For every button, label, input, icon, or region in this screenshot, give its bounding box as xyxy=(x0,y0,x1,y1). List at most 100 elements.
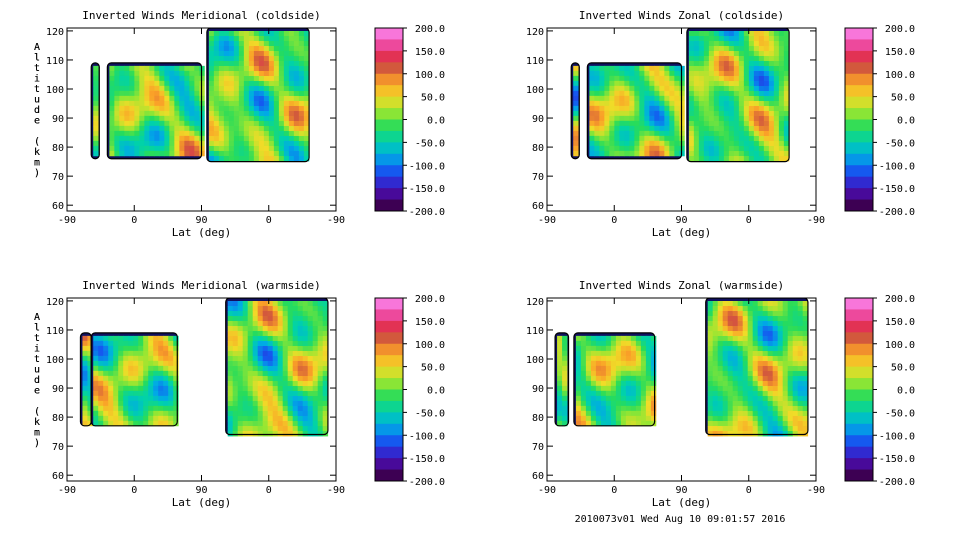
contour-cell xyxy=(733,131,740,137)
contour-cell xyxy=(604,150,610,157)
contour-cell xyxy=(772,366,779,372)
contour-cell xyxy=(645,360,652,367)
contour-cell xyxy=(213,36,220,42)
contour-cell xyxy=(792,316,799,322)
contour-cell xyxy=(82,390,88,397)
contour-cell xyxy=(728,61,735,67)
contour-cell xyxy=(728,51,735,57)
contour-cell xyxy=(113,410,119,417)
contour-cell xyxy=(87,365,93,372)
contour-cell xyxy=(302,406,309,412)
contour-cell xyxy=(757,376,764,382)
colorbar-swatch xyxy=(845,400,873,413)
contour-cell xyxy=(605,395,612,402)
contour-cell xyxy=(278,56,285,62)
contour-cell xyxy=(174,125,180,132)
contour-cell xyxy=(767,351,774,357)
contour-cell xyxy=(103,335,109,342)
contour-cell xyxy=(797,326,804,332)
contour-cell xyxy=(778,66,785,72)
contour-cell xyxy=(272,311,279,317)
contour-cell xyxy=(753,146,760,152)
contour-cell xyxy=(133,395,139,402)
contour-cell xyxy=(575,405,582,412)
contour-cell xyxy=(252,431,259,437)
contour-cell xyxy=(174,70,180,77)
contour-cell xyxy=(312,351,319,357)
contour-cell xyxy=(248,156,255,162)
contour-cell xyxy=(723,146,730,152)
contour-cell xyxy=(674,105,680,112)
contour-cell xyxy=(625,395,632,402)
contour-cell xyxy=(119,125,125,132)
contour-cell xyxy=(93,130,99,137)
colorbar-swatch xyxy=(845,108,873,120)
contour-cell xyxy=(303,31,310,37)
contour-cell xyxy=(713,56,720,62)
contour-cell xyxy=(753,66,760,72)
contour-cell xyxy=(149,70,155,77)
contour-cell xyxy=(82,415,88,422)
contour-cell xyxy=(772,351,779,357)
contour-cell xyxy=(134,125,140,132)
contour-cell xyxy=(707,326,714,332)
contour-cell xyxy=(282,356,289,362)
contour-cell xyxy=(782,341,789,347)
contour-cell xyxy=(688,141,695,147)
contour-cell xyxy=(782,361,789,367)
contour-cell xyxy=(659,130,665,137)
contour-cell xyxy=(693,126,700,132)
contour-cell xyxy=(232,406,239,412)
contour-cell xyxy=(722,426,729,432)
contour-cell xyxy=(262,391,269,397)
contour-cell xyxy=(87,420,93,427)
contour-cell xyxy=(143,420,149,427)
contour-cell xyxy=(743,71,750,77)
contour-cell xyxy=(792,336,799,342)
contour-cell xyxy=(768,121,775,127)
contour-cell xyxy=(614,100,620,107)
contour-cell xyxy=(282,426,289,432)
contour-cell xyxy=(783,131,790,137)
contour-cell xyxy=(605,345,612,352)
contour-cell xyxy=(139,120,145,127)
contour-cell xyxy=(273,101,280,107)
contour-cell xyxy=(118,345,124,352)
contour-cell xyxy=(243,136,250,142)
contour-cell xyxy=(297,351,304,357)
contour-cell xyxy=(153,355,159,362)
contour-cell xyxy=(783,81,790,87)
contour-cell xyxy=(723,41,730,47)
contour-cell xyxy=(722,396,729,402)
contour-cell xyxy=(98,410,104,417)
contour-cell xyxy=(253,151,260,157)
contour-cell xyxy=(630,345,637,352)
contour-cell xyxy=(233,111,240,117)
contour-cell xyxy=(208,126,215,132)
contour-cell xyxy=(82,420,88,427)
contour-cell xyxy=(712,391,719,397)
y-axis-label-char: t xyxy=(34,63,40,74)
contour-cell xyxy=(747,371,754,377)
contour-cell xyxy=(273,51,280,57)
contour-cell xyxy=(179,70,185,77)
contour-cell xyxy=(783,36,790,42)
contour-cell xyxy=(787,426,794,432)
contour-cell xyxy=(610,365,617,372)
contour-cell xyxy=(635,355,642,362)
contour-cell xyxy=(179,85,185,92)
contour-cell xyxy=(263,141,270,147)
contour-cell xyxy=(610,400,617,407)
contour-cell xyxy=(238,86,245,92)
contour-cell xyxy=(722,361,729,367)
contour-cell xyxy=(654,80,660,87)
contour-cell xyxy=(737,321,744,327)
contour-cell xyxy=(717,311,724,317)
contour-cell xyxy=(103,375,109,382)
contour-cell xyxy=(703,131,710,137)
contour-cell xyxy=(733,51,740,57)
colorbar-tick-label: 50.0 xyxy=(891,363,915,374)
contour-cell xyxy=(238,81,245,87)
contour-cell xyxy=(585,380,592,387)
contour-cell xyxy=(82,395,88,402)
